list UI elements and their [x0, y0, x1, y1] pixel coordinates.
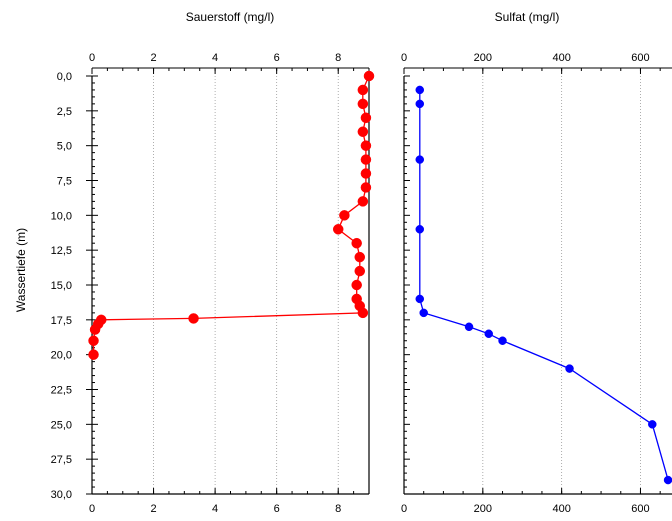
data-point: [360, 154, 372, 165]
bottom-x-tick-label: 4: [212, 503, 218, 515]
data-point: [339, 210, 350, 221]
y-tick-label: 27,5: [51, 454, 72, 466]
data-point: [89, 324, 101, 335]
data-point: [357, 126, 369, 137]
data-point: [415, 99, 425, 109]
data-point: [360, 182, 372, 193]
data-point: [565, 364, 574, 373]
data-point: [357, 196, 369, 207]
y-tick-label: 10,0: [51, 210, 72, 222]
y-tick-label: 17,5: [51, 315, 72, 327]
data-point: [357, 98, 369, 110]
y-tick-label: 25,0: [51, 419, 72, 431]
data-point: [415, 225, 425, 234]
data-point: [415, 155, 425, 164]
top-x-tick-label: 0: [401, 52, 407, 64]
data-point: [332, 224, 344, 235]
top-x-tick-label: 600: [631, 52, 649, 64]
data-point: [464, 322, 474, 332]
y-axis: Wassertiefe (m) 0,0 2,5 5,0 7,5 10,0 12,5 15,0…: [14, 71, 72, 501]
data-point: [357, 84, 369, 96]
data-point: [419, 308, 428, 318]
data-point: [360, 168, 372, 179]
bottom-x-tick-label: 2: [150, 503, 156, 515]
data-point: [648, 420, 657, 429]
data-point: [415, 294, 425, 304]
y-tick-label: 2,5: [57, 106, 72, 118]
sulfate-panel: Sulfat (mg/l) 0 0 200 200 400 400 600 600: [401, 10, 672, 515]
y-tick-label: 22,5: [51, 385, 72, 397]
y-axis-label: Wassertiefe (m): [14, 228, 28, 312]
y-tick-label: 30,0: [51, 489, 72, 501]
data-point: [88, 349, 99, 360]
top-x-tick-label: 200: [474, 52, 492, 64]
data-point: [351, 237, 362, 249]
data-point: [498, 336, 507, 345]
y-tick-labels: 0,0 2,5 5,0 7,5 10,0 12,5 15,0 17,5 20,0 22,5 25,0…: [51, 71, 72, 501]
bottom-x-tick-label: 400: [552, 503, 570, 515]
data-point: [415, 85, 425, 95]
top-x-tick-label: 4: [212, 52, 218, 64]
bottom-x-tick-label: 0: [89, 503, 95, 515]
y-tick-label: 0,0: [57, 71, 72, 83]
y-tick-label: 5,0: [57, 141, 72, 153]
y-tick-label: 15,0: [51, 280, 72, 292]
data-point: [360, 112, 372, 124]
bottom-x-tick-label: 600: [631, 503, 649, 515]
sulfate-panel-title: Sulfat (mg/l): [495, 10, 560, 24]
series-line: [92, 75, 370, 355]
data-point: [663, 475, 672, 485]
series-line: [419, 89, 669, 481]
bottom-x-tick-label: 8: [335, 503, 341, 515]
top-x-tick-label: 2: [150, 52, 156, 64]
data-point: [188, 313, 199, 324]
data-point: [357, 307, 369, 319]
oxygen-panel: Sauerstoff (mg/l) 0 0 2 2 4 4 6 6 8 8: [86, 10, 375, 515]
bottom-x-tick-label: 0: [401, 503, 407, 515]
top-x-tick-label: 400: [552, 52, 570, 64]
data-point: [363, 70, 375, 82]
data-point: [484, 329, 493, 339]
data-point: [354, 265, 366, 277]
data-point: [351, 279, 362, 291]
top-x-tick-label: 6: [274, 52, 280, 64]
bottom-x-tick-label: 200: [474, 503, 492, 515]
bottom-x-tick-label: 6: [274, 503, 280, 515]
y-tick-label: 7,5: [57, 176, 72, 188]
data-point: [360, 140, 372, 151]
data-point: [88, 335, 99, 346]
y-tick-label: 20,0: [51, 350, 72, 362]
y-tick-label: 12,5: [51, 245, 72, 257]
data-point: [354, 251, 366, 263]
top-x-tick-label: 8: [335, 52, 341, 64]
oxygen-panel-title: Sauerstoff (mg/l): [186, 10, 274, 24]
top-x-tick-label: 0: [89, 52, 95, 64]
